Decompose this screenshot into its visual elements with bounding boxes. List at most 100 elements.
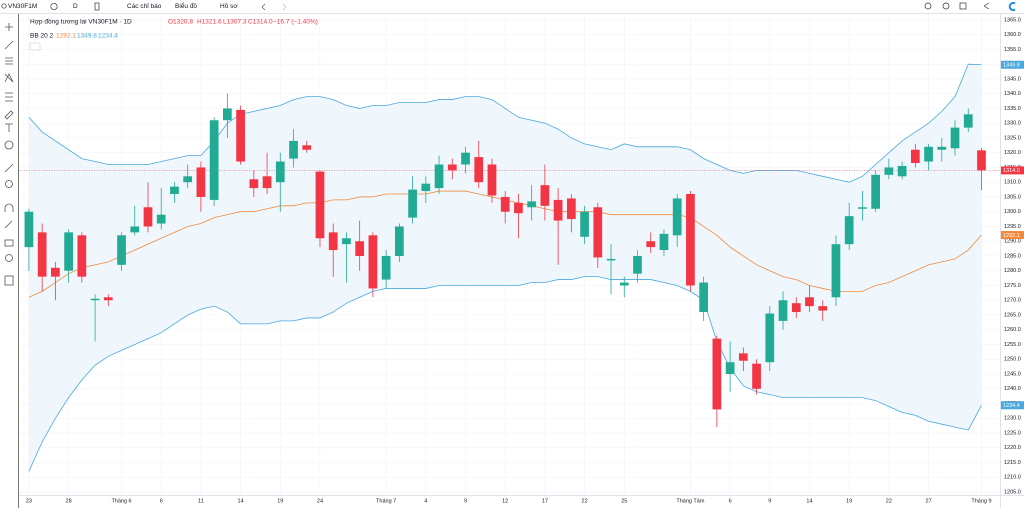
undo-button[interactable] (261, 3, 266, 11)
band-price-label: 1349.8 (1003, 63, 1020, 69)
x-tick-label: 27 (925, 498, 931, 504)
share-button[interactable] (983, 2, 990, 10)
x-tick-label: 19 (277, 498, 283, 504)
y-tick-label: 1340.0 (1004, 91, 1021, 97)
crosshair-tool[interactable] (5, 23, 13, 31)
candle-body (712, 338, 722, 410)
x-tick-label: 6 (729, 498, 732, 504)
y-tick-label: 1305.0 (1004, 194, 1021, 200)
candle-body (64, 232, 73, 271)
candle-body (117, 235, 126, 265)
x-tick-label: Tháng 6 (111, 498, 131, 504)
candle-body (937, 146, 947, 150)
last-price-label: 1314.0 (1003, 168, 1020, 174)
candle-body (699, 282, 709, 313)
x-tick-label: 25 (621, 498, 627, 504)
candle-body (844, 216, 854, 245)
hide-tool[interactable] (5, 254, 13, 262)
candle-body (633, 255, 642, 274)
y-tick-label: 1205.0 (1004, 490, 1021, 496)
y-tick-label: 1280.0 (1004, 268, 1021, 274)
symbol[interactable]: VN30F1M (8, 3, 37, 10)
candle-body (553, 199, 563, 221)
x-tick-label: 9 (464, 498, 467, 504)
drawing-mode-tool[interactable] (4, 220, 13, 229)
basis-value: 1292.1 (56, 33, 76, 40)
band-price-label: 1292.1 (1003, 233, 1020, 239)
candle-body (514, 202, 523, 214)
chart-title: Hợp đồng tương lai VN30F1M · 1D (30, 17, 132, 26)
y-tick-label: 1255.0 (1004, 342, 1021, 348)
candle-body (540, 185, 550, 206)
candle-body (566, 198, 576, 220)
magnet-tool[interactable] (4, 203, 14, 212)
candle-body (831, 244, 841, 298)
candle-body (51, 267, 60, 277)
candle-body (858, 207, 867, 209)
zoom-button[interactable] (924, 2, 932, 10)
candle-body (315, 171, 325, 239)
y-tick-label: 1290.0 (1004, 239, 1021, 245)
candle-body (765, 313, 775, 363)
indicator-name[interactable]: BB 20 2 (30, 33, 54, 40)
candle-body (289, 140, 298, 159)
icon-tool[interactable] (4, 140, 14, 150)
candle-body (924, 146, 933, 162)
candle-body (619, 282, 629, 286)
redo-button[interactable] (282, 3, 287, 11)
search-icon[interactable] (1, 3, 7, 9)
pattern-tool[interactable] (4, 73, 14, 83)
candle-body (791, 303, 801, 313)
x-tick-label: Tháng Tám (676, 498, 704, 504)
chart-menu[interactable]: Biểu đồ (175, 1, 197, 10)
compare-button[interactable] (50, 2, 58, 11)
x-tick-label: 12 (502, 498, 508, 504)
y-tick-label: 1330.0 (1004, 121, 1021, 127)
profile-menu[interactable]: Hồ sơ (220, 1, 238, 10)
candle-body (752, 363, 761, 389)
trend-line-tool[interactable] (4, 40, 14, 50)
candle-body (355, 241, 365, 256)
collapse-button[interactable] (29, 42, 41, 51)
y-tick-label: 1270.0 (1004, 298, 1021, 304)
x-tick-label: 14 (238, 498, 244, 504)
delete-tool[interactable] (4, 275, 14, 286)
lock-tool[interactable] (4, 239, 14, 247)
change-label: −16.7 (−1.40%) (273, 19, 318, 26)
interval[interactable]: D (73, 3, 78, 10)
high-label: H1321.6 (197, 19, 222, 26)
y-tick-label: 1250.0 (1004, 357, 1021, 363)
settings-button[interactable] (942, 2, 950, 10)
low-label: L1307.3 (223, 19, 247, 26)
fib-tool[interactable] (5, 57, 13, 65)
fullscreen-button[interactable] (959, 2, 967, 10)
indicators-button[interactable]: Các chỉ báo (127, 2, 162, 10)
candle-body (580, 211, 589, 237)
candle-body (527, 201, 537, 208)
legend: Hợp đồng tương lai VN30F1M · 1D O1320.8 … (29, 17, 318, 51)
chart-style-button[interactable] (94, 2, 100, 11)
top-toolbar: VN30F1M D Các chỉ báo Biểu đồ Hồ sơ (0, 1, 1024, 14)
zoom-tool[interactable] (5, 180, 13, 188)
lower-value: 1234.4 (98, 33, 118, 40)
open-label: O1320.8 (168, 19, 193, 26)
candle-body (686, 194, 695, 286)
candle-body (434, 164, 444, 189)
candle-body (302, 145, 312, 150)
candle-body (103, 297, 113, 301)
y-tick-label: 1295.0 (1004, 224, 1021, 230)
candle-body (342, 238, 351, 245)
candle-body (447, 164, 457, 171)
measure-tool[interactable] (4, 163, 14, 173)
y-tick-label: 1245.0 (1004, 371, 1021, 377)
last-price-label-bg (1001, 166, 1024, 175)
y-tick-label: 1260.0 (1004, 327, 1021, 333)
prediction-tool[interactable] (5, 92, 13, 102)
logo (1006, 1, 1018, 12)
candle-body (659, 233, 669, 251)
x-tick-label: 14 (806, 498, 812, 504)
upper-value: 1349.8 (77, 33, 97, 40)
x-tick-label: Tháng 9 (971, 498, 991, 504)
brush-tool[interactable] (4, 110, 14, 120)
text-tool[interactable] (5, 123, 13, 132)
